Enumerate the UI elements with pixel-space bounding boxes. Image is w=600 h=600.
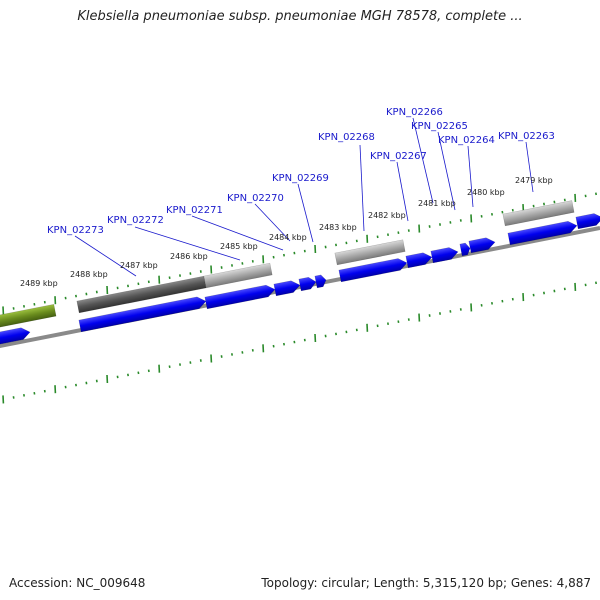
cds-feature[interactable] [405,251,433,269]
cds-feature[interactable] [273,279,301,297]
gene-label[interactable]: KPN_02268 [318,132,375,143]
cds-feature[interactable] [78,295,207,333]
kbp-label: 2487 kbp [120,261,158,270]
gene-label-connectors [74,117,534,277]
gene-label-connector [254,203,291,242]
kbp-label: 2486 kbp [170,252,208,261]
gene-feature[interactable] [334,239,406,266]
gene-feature[interactable] [502,200,575,227]
cds-feature[interactable] [507,220,578,246]
gene-label-connector [74,235,137,277]
gene-label-connector [437,131,456,211]
cds-feature[interactable] [468,236,496,254]
gene-label[interactable]: KPN_02269 [272,173,329,184]
gene-label-connector [396,161,409,222]
kbp-label: 2485 kbp [220,242,258,251]
gene-feature[interactable] [76,275,207,314]
gene-label-connector [412,117,434,204]
genome-summary-text: Topology: circular; Length: 5,315,120 bp… [261,576,591,590]
kbp-label: 2479 kbp [515,176,553,185]
gene-label-connector [297,183,314,243]
kbp-label: 2480 kbp [467,188,505,197]
gene-label-connector [359,144,365,232]
kbp-label: 2481 kbp [418,199,456,208]
ruler-ticks-lower [2,281,597,404]
kbp-label: 2482 kbp [368,211,406,220]
cds-feature[interactable] [575,212,600,230]
kbp-label: 2483 kbp [319,223,357,232]
accession-text: Accession: NC_009648 [9,576,146,590]
gene-label[interactable]: KPN_02265 [411,121,468,132]
cds-feature[interactable] [459,242,471,257]
gene-label[interactable]: KPN_02264 [438,135,495,146]
gene-feature-olive[interactable] [0,304,57,329]
gene-label[interactable]: KPN_02273 [47,225,104,236]
gene-label[interactable]: KPN_02271 [166,205,223,216]
ruler-ticks-upper [2,192,597,315]
gene-label[interactable]: KPN_02272 [107,215,164,226]
kbp-label: 2484 kbp [269,233,307,242]
gene-label[interactable]: KPN_02263 [498,131,555,142]
cds-feature[interactable] [338,257,408,283]
gene-label-connector [134,226,241,261]
cds-feature[interactable] [430,246,459,264]
gene-label[interactable]: KPN_02266 [386,107,443,118]
gene-label[interactable]: KPN_02270 [227,193,284,204]
kbp-label: 2488 kbp [70,270,108,279]
gene-features[interactable] [0,200,600,346]
cds-feature[interactable] [0,326,31,346]
cds-feature[interactable] [298,276,317,292]
cds-feature[interactable] [204,284,276,310]
gene-feature[interactable] [203,262,273,289]
cds-feature[interactable] [314,274,327,289]
gene-label-connector [191,215,284,251]
gene-label-connector [467,145,474,208]
gene-label[interactable]: KPN_02267 [370,151,427,162]
gene-label-connector [525,141,534,193]
map-title: Klebsiella pneumoniae subsp. pneumoniae … [77,9,523,24]
kbp-label: 2489 kbp [20,279,58,288]
